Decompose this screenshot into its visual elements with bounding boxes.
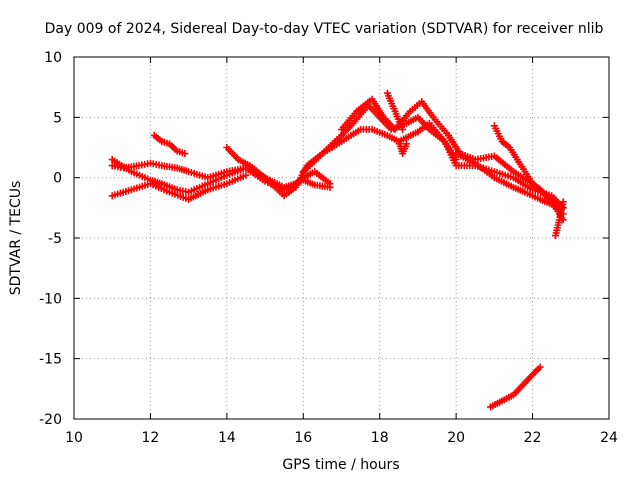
data-point bbox=[559, 198, 567, 206]
x-tick-label: 12 bbox=[142, 430, 160, 446]
series-track-c bbox=[108, 171, 250, 203]
x-tick-label: 20 bbox=[447, 430, 465, 446]
y-tick-label: -5 bbox=[48, 231, 62, 247]
data-point bbox=[402, 140, 410, 148]
data-point bbox=[399, 125, 407, 133]
data-point bbox=[326, 183, 334, 191]
axes: 10 12 14 16 18 20 22 24 -20 -15 -10 -5 0 5 10 bbox=[39, 50, 618, 446]
series-track-d bbox=[150, 131, 189, 158]
series-track-b bbox=[108, 156, 334, 196]
data-point bbox=[536, 363, 544, 371]
x-tick-label: 16 bbox=[294, 430, 312, 446]
y-axis-label: SDTVAR / TECUs bbox=[8, 181, 24, 296]
y-tick-label: 10 bbox=[44, 50, 62, 66]
y-tick-label: -10 bbox=[39, 291, 62, 307]
series-track-m bbox=[487, 363, 544, 411]
series-track-i bbox=[395, 137, 410, 158]
series-track-k bbox=[452, 150, 567, 218]
data-marks bbox=[108, 89, 567, 411]
series-track-h bbox=[383, 89, 407, 133]
x-tick-label: 24 bbox=[600, 430, 618, 446]
x-tick-label: 18 bbox=[371, 430, 389, 446]
series-track-l bbox=[552, 198, 567, 240]
x-tick-label: 10 bbox=[65, 430, 83, 446]
y-tick-label: -15 bbox=[39, 352, 62, 368]
x-tick-label: 14 bbox=[218, 430, 236, 446]
y-tick-label: 5 bbox=[53, 110, 62, 126]
x-axis-label: GPS time / hours bbox=[282, 457, 399, 473]
data-point bbox=[181, 150, 189, 158]
x-tick-label: 22 bbox=[524, 430, 542, 446]
y-tick-label: 0 bbox=[53, 171, 62, 187]
y-tick-label: -20 bbox=[39, 412, 62, 428]
data-point bbox=[242, 171, 250, 179]
chart-title: Day 009 of 2024, Sidereal Day-to-day VTE… bbox=[45, 21, 604, 37]
gridlines bbox=[74, 57, 609, 419]
